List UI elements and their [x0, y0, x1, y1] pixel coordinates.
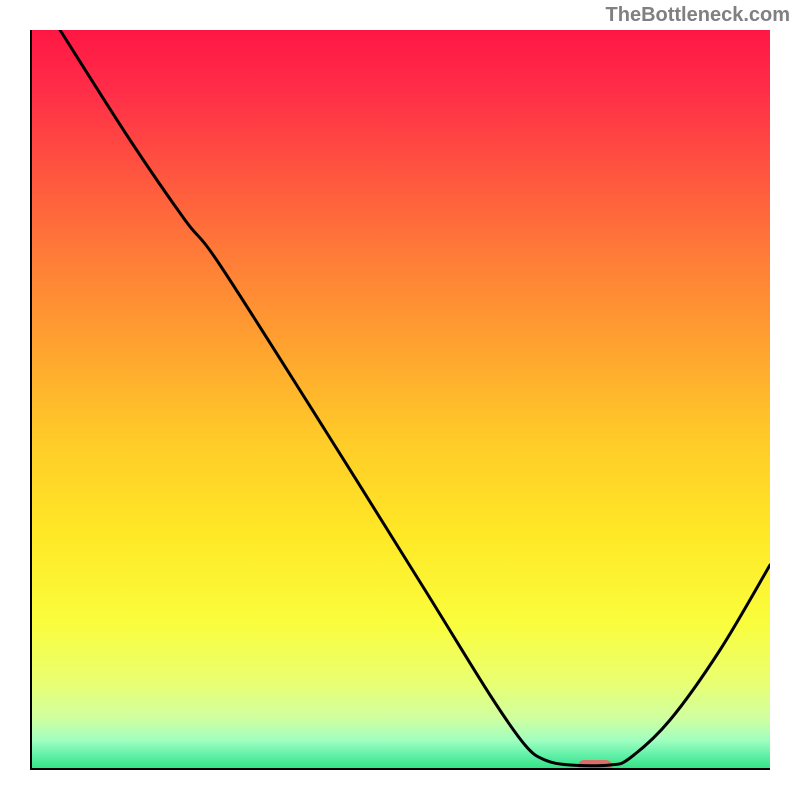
chart-container: TheBottleneck.com — [0, 0, 800, 800]
watermark-text: TheBottleneck.com — [606, 4, 790, 27]
chart-area — [30, 30, 770, 770]
chart-background — [30, 30, 770, 770]
bottleneck-chart — [30, 30, 770, 770]
